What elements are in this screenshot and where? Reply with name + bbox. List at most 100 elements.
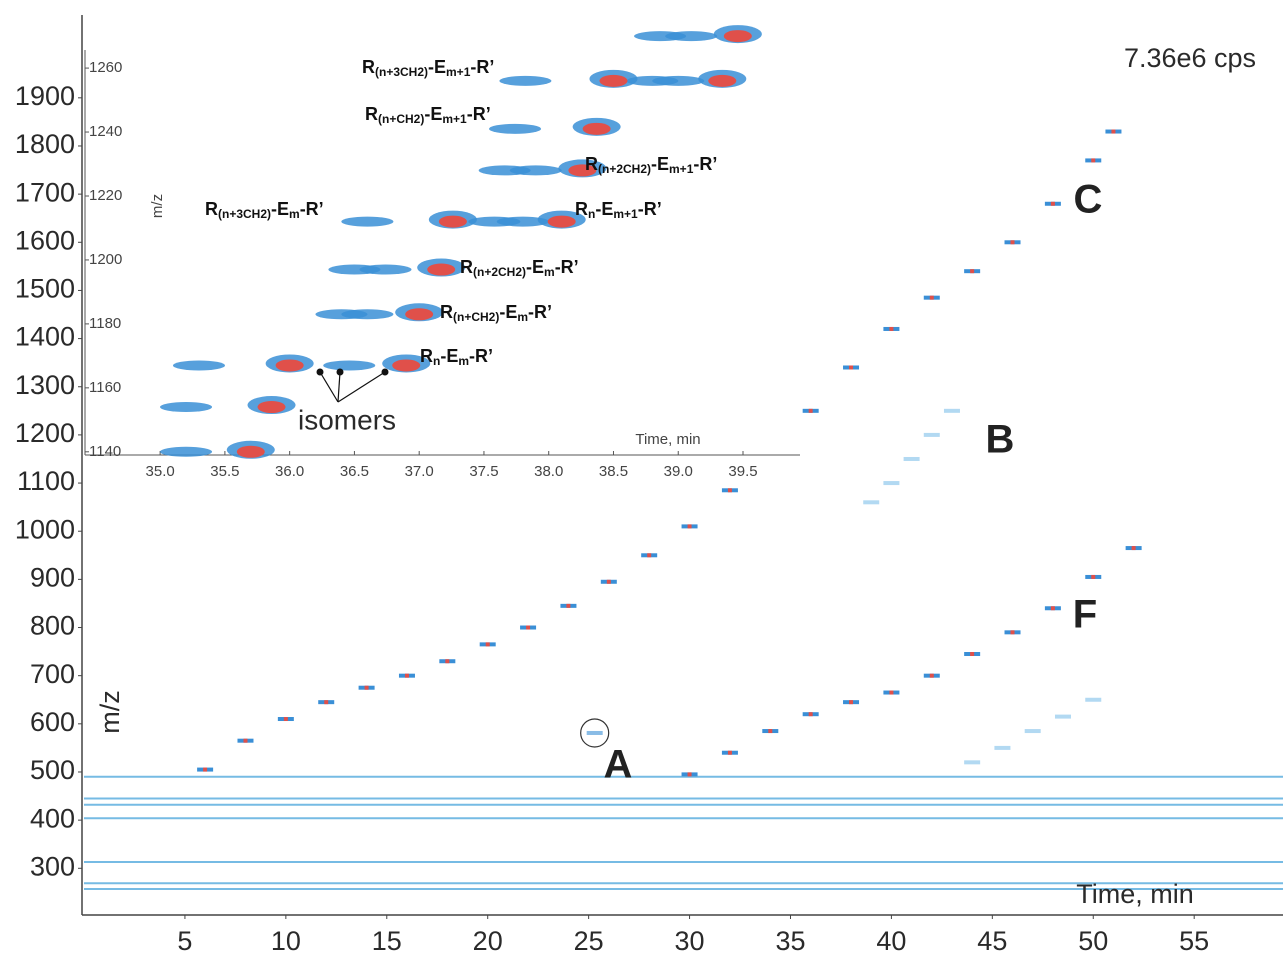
data-point-core <box>1091 158 1096 163</box>
data-point-core <box>1091 574 1096 579</box>
inset-peak <box>323 360 376 371</box>
inset-peak <box>489 123 542 134</box>
x-tick-label: 45 <box>977 926 1007 956</box>
peak-label-part: (n+2CH2) <box>598 162 651 176</box>
series-label: F <box>1073 593 1097 637</box>
data-point-core <box>445 659 450 664</box>
peak-label-part: m+1 <box>446 65 471 79</box>
peak-label: Rn-Em-R’ <box>420 346 493 368</box>
y-tick-label: 300 <box>30 851 75 881</box>
y-tick-label: 1500 <box>15 274 75 304</box>
x-tick-label: 50 <box>1078 926 1108 956</box>
inset-y-tick-label: 1180 <box>89 315 121 332</box>
data-point-core <box>849 700 854 705</box>
peak-label-part: -R’ <box>300 199 324 219</box>
data-point-core <box>970 652 975 657</box>
peak-label-part: -E <box>271 199 289 219</box>
data-point <box>883 481 900 486</box>
y-axis-label: m/z <box>95 690 125 734</box>
x-tick-label: 5 <box>177 926 192 956</box>
data-point-core <box>687 772 692 777</box>
peak-label-part: -E <box>440 346 458 366</box>
inset-peak <box>427 263 456 276</box>
data-point-core <box>849 365 854 370</box>
data-point-core <box>283 717 288 722</box>
inset-x-tick-label: 39.5 <box>728 463 757 480</box>
inset-peak <box>652 75 705 86</box>
peak-label-part: -E <box>499 302 517 322</box>
peak-label-part: m <box>544 265 555 279</box>
x-tick-label: 15 <box>372 926 402 956</box>
inset-peak <box>275 359 304 372</box>
y-tick-label: 1600 <box>15 225 75 255</box>
data-point-core <box>606 579 611 584</box>
inset-y-tick-label: 1200 <box>89 251 122 268</box>
data-point <box>943 408 960 413</box>
highlight-circle <box>580 718 610 748</box>
inset-x-tick-label: 39.0 <box>664 463 693 480</box>
data-point-core <box>687 524 692 529</box>
inset-y-tick-label: 1260 <box>89 59 122 76</box>
inset-peak <box>599 74 628 87</box>
data-point-core <box>808 408 813 413</box>
inset-peak <box>392 359 421 372</box>
peak-label: R(n+2CH2)-Em+1-R’ <box>585 154 717 176</box>
intensity-annotation: 7.36e6 cps <box>1124 43 1256 73</box>
y-tick-label: 600 <box>30 707 75 737</box>
peak-label-part: -R’ <box>555 257 579 277</box>
peak-label-part: -E <box>526 257 544 277</box>
inset-peak <box>509 165 562 176</box>
series-label: C <box>1074 178 1103 222</box>
data-point-core <box>1050 606 1055 611</box>
peak-label: R(n+3CH2)-Em+1-R’ <box>362 57 494 79</box>
peak-label-part: (n+2CH2) <box>473 265 526 279</box>
inset-peak <box>499 75 552 86</box>
inset-x-tick-label: 37.0 <box>405 463 434 480</box>
peak-label-part: m+1 <box>442 112 467 126</box>
peak-label-part: R <box>205 199 218 219</box>
peak-label-part: (n+3CH2) <box>375 65 428 79</box>
isomer-arrow <box>337 371 341 403</box>
data-point-core <box>243 738 248 743</box>
y-tick-label: 800 <box>30 611 75 641</box>
peak-label-part: m+1 <box>669 162 694 176</box>
inset-peak <box>236 445 265 458</box>
inset-x-tick-label: 36.0 <box>275 463 304 480</box>
series-label: B <box>986 418 1015 462</box>
peak-label: R(n+3CH2)-Em-R’ <box>205 199 324 221</box>
inset-x-tick-label: 38.0 <box>534 463 563 480</box>
y-tick-label: 1400 <box>15 322 75 352</box>
y-tick-label: 400 <box>30 803 75 833</box>
data-point-core <box>1131 546 1136 551</box>
isomer-arrow <box>319 371 339 403</box>
peak-label-part: m+1 <box>613 207 638 221</box>
data-point-core <box>727 750 732 755</box>
isomer-arrow <box>337 371 386 403</box>
peak-label-part: -E <box>428 57 446 77</box>
peak-label-part: -R’ <box>638 199 662 219</box>
y-tick-label: 1300 <box>15 370 75 400</box>
peak-label-part: -E <box>424 104 442 124</box>
isomer-arrow-head <box>316 368 324 376</box>
inset-x-tick-label: 35.0 <box>146 463 175 480</box>
inset-peak <box>568 164 597 177</box>
data-point-core <box>889 326 894 331</box>
data-point-core <box>203 767 208 772</box>
inset-peak <box>438 215 467 228</box>
inset-background <box>85 15 800 455</box>
inset-peak <box>547 215 576 228</box>
inset-peak <box>257 401 286 414</box>
inset-peak <box>341 309 394 320</box>
data-point-core <box>324 700 329 705</box>
peak-label-part: R <box>362 57 375 77</box>
inset-y-tick-label: 1140 <box>89 443 121 460</box>
peak-label: R(n+CH2)-Em-R’ <box>440 302 552 324</box>
data-point <box>1085 697 1102 702</box>
data-point <box>994 745 1011 750</box>
peak-label-part: R <box>420 346 433 366</box>
x-axis-label: Time, min <box>1076 879 1194 909</box>
data-point <box>923 432 940 437</box>
data-point-core <box>647 553 652 558</box>
data-point-core <box>1111 129 1116 134</box>
